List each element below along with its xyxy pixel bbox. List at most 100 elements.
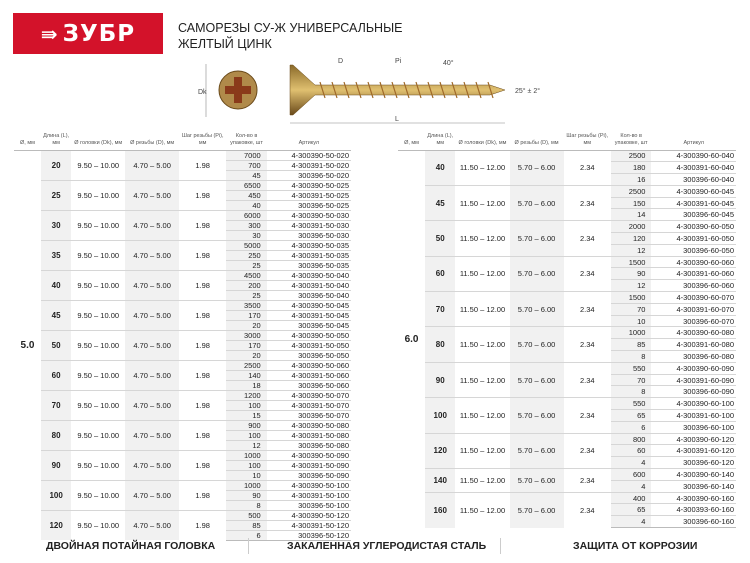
table-row: 80 11.50 – 12.00 5.70 – 6.00 2.34 1000 4-3003… — [398, 326, 736, 363]
thread-diameter-cell: 4.70 – 5.00 — [125, 329, 180, 360]
article-cell: 300396-60-100 — [651, 420, 736, 434]
quantity-cell: 1500 — [610, 255, 652, 268]
article-cell: 4-300390-50-045 — [266, 299, 351, 310]
quantity-cell: 450 — [226, 189, 267, 200]
quantity-cell: 25 — [226, 259, 267, 270]
quantity-cell: 60 — [610, 444, 652, 457]
table-row: 4 300396-60-120 — [398, 456, 736, 469]
article-cell: 4-300390-50-025 — [266, 179, 351, 190]
screw-diagram: Dk L D Pi 40° 25° ± 2° — [198, 58, 540, 124]
quantity-cell: 70 — [610, 373, 652, 386]
table-row: 700 4-300391-50-020 — [14, 159, 351, 170]
pi-label: Pi — [395, 58, 402, 65]
pitch-cell: 1.98 — [179, 479, 227, 510]
article-cell: 4-300390-60-040 — [651, 149, 736, 162]
article-cell: 4-300391-50-060 — [266, 369, 351, 380]
length-cell: 120 — [425, 432, 456, 469]
head-diameter-cell: 9.50 – 10.00 — [71, 209, 126, 240]
quantity-cell: 3000 — [226, 329, 267, 340]
article-cell: 4-300391-60-070 — [651, 302, 736, 316]
logo-text: ЗУБР — [62, 20, 136, 47]
pitch-cell: 1.98 — [179, 149, 227, 180]
table-row: 150 4-300391-60-045 — [398, 196, 736, 209]
quantity-cell: 150 — [610, 196, 652, 209]
pitch-cell: 1.98 — [179, 449, 227, 480]
head-diameter-cell: 9.50 – 10.00 — [71, 329, 126, 360]
quantity-cell: 400 — [610, 491, 652, 504]
quantity-cell: 6000 — [226, 209, 267, 220]
table-row: 15 300396-50-070 — [14, 409, 351, 420]
table-row: 60 9.50 – 10.00 4.70 – 5.00 1.98 2500 4-30039… — [14, 359, 351, 390]
article-cell: 4-300391-60-100 — [651, 409, 736, 422]
head-diameter-cell: 9.50 – 10.00 — [71, 179, 126, 210]
table-row: 90 4-300391-50-100 — [14, 489, 351, 500]
table-row: 450 4-300391-50-025 — [14, 189, 351, 200]
length-cell: 70 — [425, 291, 456, 327]
quantity-cell: 8 — [226, 499, 267, 510]
quantity-cell: 1000 — [226, 479, 267, 490]
length-cell: 50 — [425, 220, 456, 257]
article-cell: 4-300391-50-120 — [266, 519, 351, 530]
head-diameter-cell: 11.50 – 12.00 — [455, 397, 510, 434]
table-row: 160 11.50 – 12.00 5.70 – 6.00 2.34 400 4-3003… — [398, 491, 736, 528]
quantity-cell: 300 — [226, 219, 267, 230]
quantity-cell: 8 — [610, 385, 652, 398]
header-art: Артикул — [651, 132, 736, 151]
quantity-cell: 12 — [226, 439, 267, 450]
table-row: 20 300396-50-045 — [14, 319, 351, 330]
length-cell: 90 — [40, 449, 72, 480]
table-row: 40 300396-50-025 — [14, 199, 351, 210]
article-cell: 4-300390-50-020 — [266, 149, 351, 160]
thread-crest — [379, 81, 386, 99]
length-cell: 160 — [425, 491, 456, 528]
quantity-cell: 7000 — [226, 149, 267, 160]
thread-diameter-cell: 4.70 – 5.00 — [125, 449, 180, 480]
header-qty: Кол-во в упаковке, шт — [610, 132, 652, 151]
quantity-cell: 5000 — [226, 239, 267, 250]
table-row: 30 9.50 – 10.00 4.70 – 5.00 1.98 6000 4-30039… — [14, 209, 351, 240]
quantity-cell: 170 — [226, 309, 267, 320]
thread-diameter-cell: 5.70 – 6.00 — [509, 220, 564, 257]
thread-crest — [415, 81, 422, 99]
quantity-cell: 30 — [226, 229, 267, 240]
thread-diameter-cell: 5.70 – 6.00 — [509, 255, 564, 292]
article-cell: 300396-60-160 — [651, 515, 736, 528]
table-row: 100 9.50 – 10.00 4.70 – 5.00 1.98 1000 4-3003… — [14, 479, 351, 510]
table-row: 6.0 40 11.50 – 12.00 5.70 – 6.00 2.34 2500 4-3… — [398, 149, 736, 345]
product-title: САМОРЕЗЫ СУ-Ж УНИВЕРСАЛЬНЫЕ ЖЕЛТЫЙ ЦИНК — [178, 20, 402, 52]
article-cell: 4-300391-50-050 — [266, 339, 351, 350]
quantity-cell: 1200 — [226, 389, 267, 400]
quantity-cell: 180 — [610, 161, 652, 174]
thread-diameter-cell: 4.70 – 5.00 — [125, 389, 180, 420]
article-cell: 300396-50-045 — [266, 319, 351, 330]
thread-crest — [319, 81, 326, 99]
length-cell: 20 — [40, 149, 72, 180]
pitch-cell: 1.98 — [179, 419, 227, 450]
article-cell: 4-300390-60-120 — [651, 432, 736, 445]
length-cell: 140 — [425, 468, 456, 493]
quantity-cell: 250 — [226, 249, 267, 260]
quantity-cell: 550 — [610, 397, 652, 410]
quantity-cell: 100 — [226, 459, 267, 470]
table-row: 90 4-300391-60-060 — [398, 267, 736, 280]
quantity-cell: 10 — [610, 314, 652, 327]
quantity-cell: 700 — [226, 159, 267, 170]
quantity-cell: 16 — [610, 173, 652, 186]
length-cell: 100 — [425, 397, 456, 434]
table-row: 10 300396-60-070 — [398, 314, 736, 327]
article-cell: 4-300391-50-080 — [266, 429, 351, 440]
thread-diameter-cell: 5.70 – 6.00 — [509, 149, 564, 186]
header-qty: Кол-во в упаковке, шт — [226, 132, 267, 151]
header-thread: Ø резьбы (D), мм — [509, 132, 564, 151]
thread-crest — [475, 81, 482, 99]
quantity-cell: 85 — [610, 338, 652, 351]
length-cell: 30 — [40, 209, 72, 240]
quantity-cell: 8 — [610, 350, 652, 363]
header-len: Длина (L), мм — [40, 132, 72, 151]
article-cell: 300396-50-025 — [266, 199, 351, 210]
article-cell: 4-300391-60-060 — [651, 267, 736, 280]
article-cell: 300396-50-060 — [266, 379, 351, 390]
length-cell: 50 — [40, 329, 72, 360]
thread-crest — [463, 81, 470, 99]
quantity-cell: 1000 — [610, 326, 652, 339]
